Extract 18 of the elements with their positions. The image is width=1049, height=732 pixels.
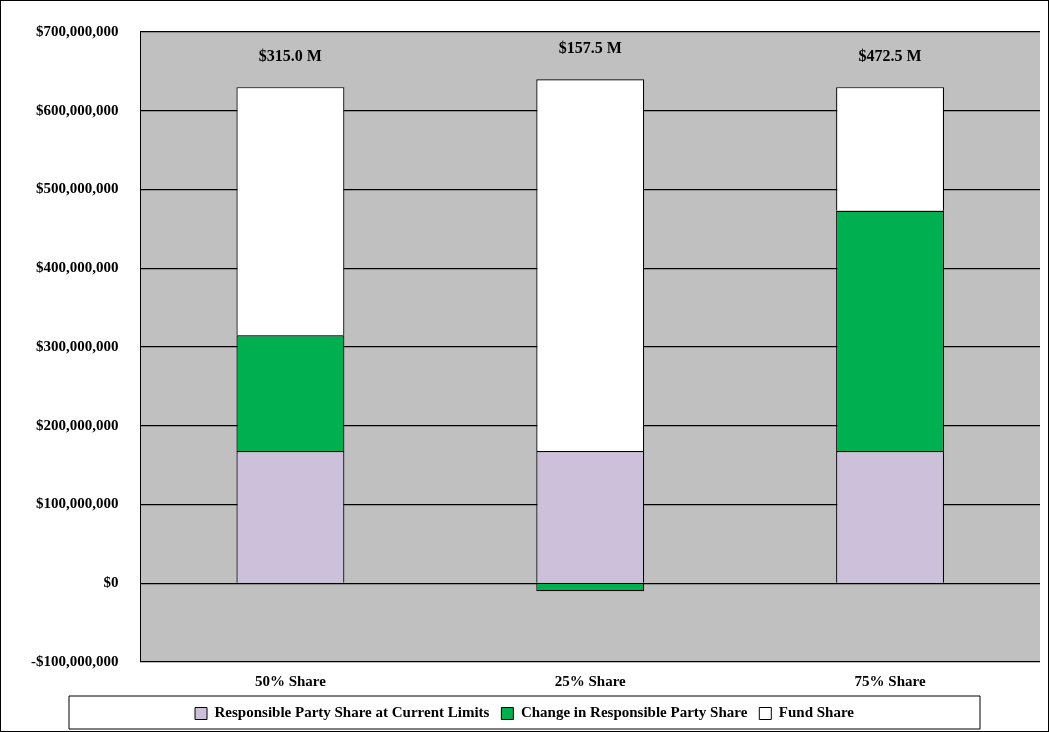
legend-label: Change in Responsible Party Share — [520, 704, 748, 721]
y-tick-label: $300,000,000 — [36, 337, 119, 354]
y-tick-label: $100,000,000 — [36, 495, 119, 512]
legend-label: Responsible Party Share at Current Limits — [214, 704, 490, 721]
x-tick-label: 50% Share — [254, 672, 327, 689]
y-tick-label: $700,000,000 — [36, 22, 119, 39]
y-tick-label: $200,000,000 — [36, 416, 119, 433]
y-tick-label: -$100,000,000 — [31, 652, 119, 669]
y-tick-label: $400,000,000 — [36, 259, 119, 276]
legend-label: Fund Share — [778, 704, 855, 721]
x-tick-label: 75% Share — [854, 672, 926, 689]
y-tick-label: $500,000,000 — [36, 180, 119, 197]
annotation: $315.0 M — [258, 47, 322, 65]
y-tick-label: $0 — [103, 574, 119, 591]
annotation: $157.5 M — [558, 39, 622, 57]
x-tick-label: 25% Share — [554, 672, 627, 689]
y-tick-label: $600,000,000 — [36, 101, 119, 118]
annotation: $472.5 M — [858, 47, 922, 65]
